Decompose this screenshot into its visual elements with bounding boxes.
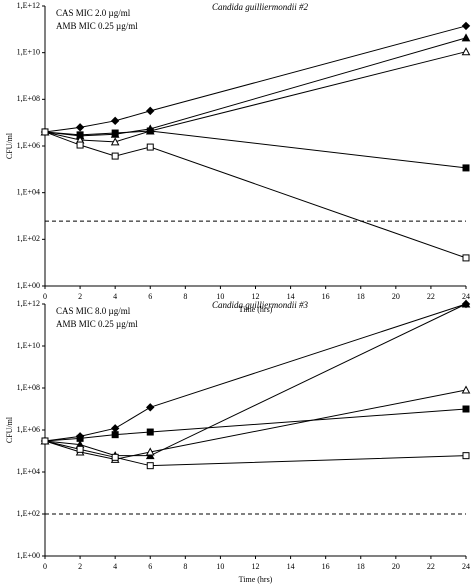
- x-tick-label: 0: [43, 562, 47, 571]
- point: [462, 405, 470, 413]
- point: [146, 106, 155, 116]
- point: [462, 452, 470, 460]
- x-tick-label: 10: [216, 292, 224, 301]
- x-tick-label: 22: [427, 562, 435, 571]
- chart-title: Candida guilliermondii #3: [212, 300, 309, 310]
- point: [146, 143, 154, 151]
- point: [41, 128, 49, 136]
- x-axis-label: Time (hrs): [239, 305, 273, 314]
- point: [110, 116, 120, 126]
- point: [462, 164, 470, 172]
- point: [76, 141, 84, 149]
- y-tick-label: 1,E+12: [17, 1, 40, 10]
- y-axis-label: CFU/ml: [5, 132, 14, 159]
- y-tick-label: 1,E+02: [17, 509, 40, 518]
- point: [111, 431, 119, 439]
- point: [146, 462, 154, 470]
- point: [461, 21, 471, 31]
- x-tick-label: 16: [322, 562, 330, 571]
- x-tick-label: 20: [392, 292, 400, 301]
- y-tick-label: 1,E+10: [17, 47, 40, 56]
- series-line: [44, 130, 467, 169]
- point: [146, 127, 154, 135]
- point: [111, 152, 119, 160]
- y-tick-label: 1,E+02: [17, 234, 40, 243]
- y-tick-label: 1,E+10: [17, 341, 40, 350]
- annotation: CAS MIC 8.0 µg/ml: [56, 306, 131, 316]
- point: [461, 299, 471, 308]
- x-tick-label: 14: [287, 292, 295, 301]
- x-tick-label: 6: [148, 562, 152, 571]
- x-tick-label: 18: [357, 562, 365, 571]
- y-tick-label: 1,E+06: [17, 425, 40, 434]
- chart-title: Candida guilliermondii #2: [212, 2, 309, 12]
- annotation: AMB MIC 0.25 µg/ml: [56, 319, 138, 329]
- annotation: CAS MIC 2.0 µg/ml: [56, 8, 131, 18]
- x-tick-label: 0: [43, 292, 47, 301]
- x-tick-label: 22: [427, 292, 435, 301]
- x-tick-label: 6: [148, 292, 152, 301]
- point: [41, 437, 49, 445]
- point: [461, 33, 471, 42]
- point: [76, 445, 84, 453]
- point: [76, 434, 84, 442]
- annotation: AMB MIC 0.25 µg/ml: [56, 21, 138, 31]
- x-tick-label: 16: [322, 292, 330, 301]
- point: [145, 447, 155, 456]
- x-tick-label: 18: [357, 292, 365, 301]
- x-tick-label: 4: [113, 292, 117, 301]
- x-tick-label: 2: [78, 562, 82, 571]
- x-tick-label: 10: [216, 562, 224, 571]
- point: [462, 254, 470, 262]
- x-axis-label: Time (hrs): [239, 575, 273, 584]
- series-line: [44, 51, 467, 143]
- y-tick-label: 1,E+08: [17, 94, 40, 103]
- point: [111, 453, 119, 461]
- point: [76, 131, 84, 139]
- x-tick-label: 12: [252, 292, 260, 301]
- y-tick-label: 1,E+04: [17, 187, 40, 196]
- x-tick-label: 4: [113, 562, 117, 571]
- series-line: [44, 408, 467, 442]
- point: [75, 123, 85, 132]
- x-tick-label: 20: [392, 562, 400, 571]
- point: [461, 47, 471, 56]
- y-tick-label: 1,E+08: [17, 383, 40, 392]
- y-tick-label: 1,E+00: [17, 551, 40, 560]
- x-tick-label: 8: [183, 292, 187, 301]
- y-tick-label: 1,E+06: [17, 141, 40, 150]
- x-tick-label: 24: [462, 292, 470, 301]
- y-tick-label: 1,E+12: [17, 299, 40, 308]
- x-tick-label: 8: [183, 562, 187, 571]
- point: [111, 129, 119, 137]
- x-tick-label: 12: [252, 562, 260, 571]
- point: [110, 424, 120, 433]
- series-line: [44, 25, 467, 133]
- y-tick-label: 1,E+04: [17, 467, 40, 476]
- x-tick-label: 2: [78, 292, 82, 301]
- y-axis-label: CFU/ml: [5, 416, 14, 443]
- point: [146, 403, 155, 412]
- series-line: [44, 37, 467, 137]
- y-tick-label: 1,E+00: [17, 281, 40, 290]
- point: [146, 428, 154, 436]
- x-tick-label: 24: [462, 562, 470, 571]
- point: [110, 137, 120, 146]
- point: [461, 385, 471, 394]
- x-tick-label: 14: [287, 562, 295, 571]
- series-line: [44, 131, 467, 259]
